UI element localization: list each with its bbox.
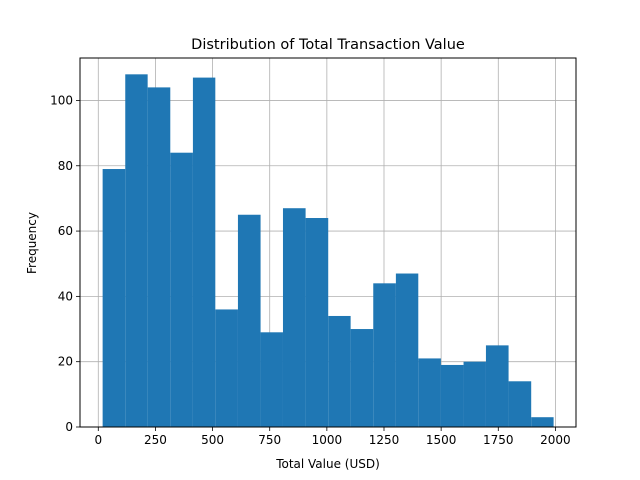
ticks-layer: 0 250 500 750 1000 1250 1500 1750 2000 0 20 40 60 80 1…: [50, 93, 571, 447]
y-tick-label: 0: [65, 420, 73, 434]
histogram-bar: [147, 87, 171, 428]
histogram-bar: [531, 417, 554, 427]
histogram-bar: [260, 332, 283, 427]
chart-title: Distribution of Total Transaction Value: [191, 37, 465, 53]
histogram-bar: [485, 345, 509, 427]
plot-frame: [79, 57, 577, 428]
x-tick-label: 1000: [312, 433, 343, 447]
x-tick-label: 0: [94, 433, 102, 447]
x-tick-label: 1750: [483, 433, 514, 447]
histogram-bar: [215, 309, 238, 427]
x-tick-label: 1500: [426, 433, 457, 447]
histogram-bar: [237, 214, 261, 427]
y-tick-label: 40: [58, 289, 73, 303]
y-tick-label: 60: [58, 224, 73, 238]
x-tick-label: 2000: [540, 433, 571, 447]
bars-layer: [102, 74, 554, 428]
histogram-bar: [395, 273, 419, 427]
histogram-bar: [328, 315, 351, 427]
histogram-bar: [440, 364, 464, 427]
histogram-bar: [192, 77, 216, 427]
histogram-bar: [102, 169, 126, 427]
histogram-bar: [170, 152, 193, 428]
histogram-bar: [125, 74, 148, 428]
histogram-bar: [418, 358, 441, 427]
y-tick-label: 100: [50, 93, 73, 107]
x-tick-label: 1250: [369, 433, 400, 447]
y-tick-label: 80: [58, 159, 73, 173]
histogram-bar: [463, 361, 486, 427]
x-tick-label: 500: [201, 433, 224, 447]
y-axis-label: Frequency: [25, 212, 39, 274]
histogram-bar: [350, 329, 374, 427]
y-tick-label: 20: [58, 355, 73, 369]
x-tick-label: 250: [144, 433, 167, 447]
histogram-bar: [305, 218, 329, 427]
x-axis-label: Total Value (USD): [275, 457, 380, 471]
histogram-bar: [508, 381, 532, 427]
histogram-bar: [282, 208, 306, 427]
x-tick-label: 750: [258, 433, 281, 447]
histogram-bar: [373, 283, 396, 427]
